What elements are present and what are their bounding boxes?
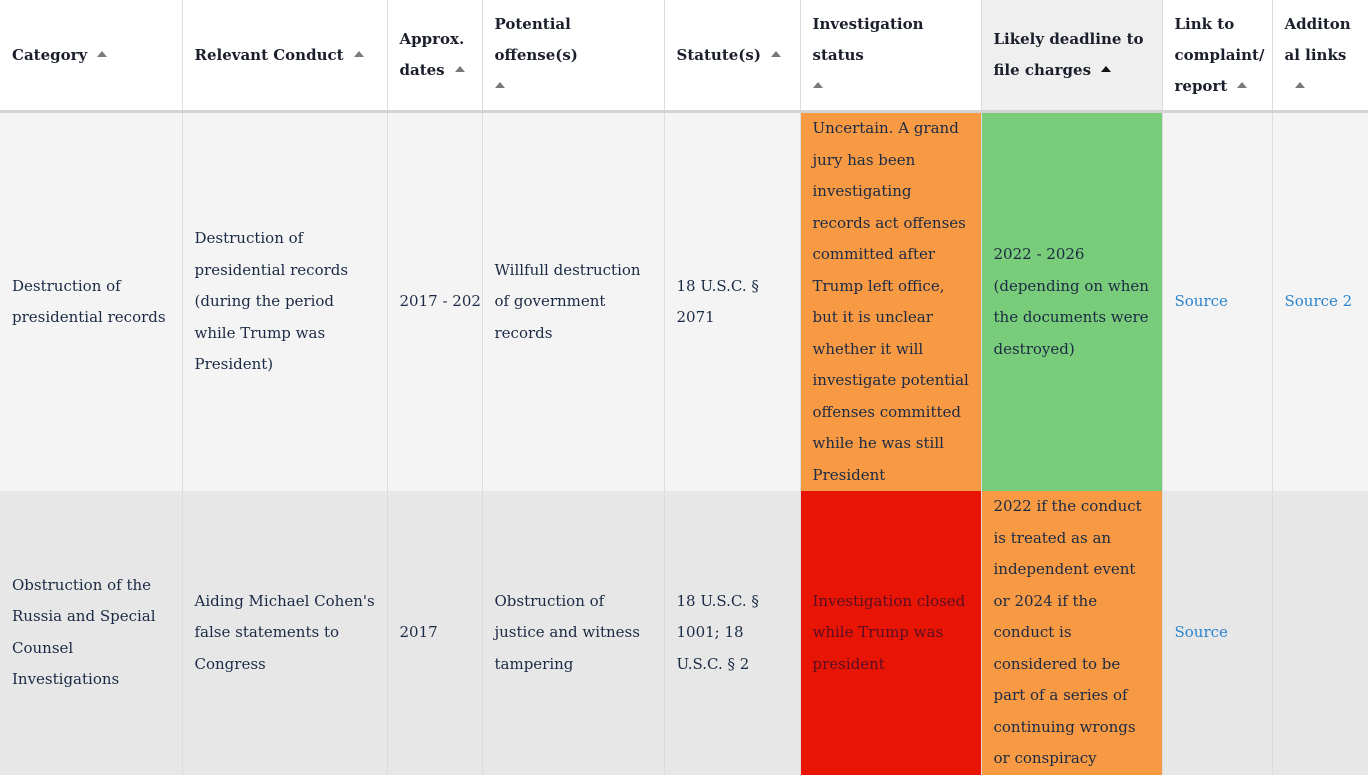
cell-link: Source — [1162, 491, 1273, 775]
header-category[interactable]: Category — [0, 0, 183, 113]
cell-category: Destruction of presidential records — [0, 111, 183, 491]
sort-arrow-icon[interactable] — [812, 81, 823, 88]
table-row: Destruction of presidential records Dest… — [0, 111, 1368, 491]
header-investigation-status[interactable]: Investigation status — [800, 0, 982, 113]
header-link-to-complaint[interactable]: Link to complaint/ report — [1162, 0, 1273, 113]
source-link[interactable]: Source — [1174, 623, 1228, 641]
cell-dates: 2017 — [387, 491, 483, 775]
cell-deadline: 2022 - 2026 (depending on when the docum… — [981, 111, 1163, 491]
deadline-range: 2022 - 2026 — [993, 245, 1085, 263]
sort-arrow-icon[interactable] — [770, 50, 781, 57]
header-row: Category Relevant Conduct Approx. dates … — [0, 0, 1368, 113]
cell-additional: Source 2 — [1272, 111, 1368, 491]
cell-statute: 18 U.S.C. § 1001; 18 U.S.C. § 2 — [664, 491, 801, 775]
table-row: Obstruction of the Russia and Special Co… — [0, 491, 1368, 775]
header-additional-links[interactable]: Additonal links — [1272, 0, 1368, 113]
cell-link: Source — [1162, 111, 1273, 491]
cell-statute: 18 U.S.C. § 2071 — [664, 111, 801, 491]
sort-arrow-icon[interactable] — [1237, 81, 1248, 88]
header-likely-deadline[interactable]: Likely deadline to file charges — [981, 0, 1163, 113]
cell-category: Obstruction of the Russia and Special Co… — [0, 491, 183, 775]
cell-additional — [1272, 491, 1368, 775]
sort-arrow-icon[interactable] — [494, 81, 505, 88]
cell-conduct: Destruction of presidential records (dur… — [182, 111, 388, 491]
sort-arrow-icon[interactable] — [353, 50, 364, 57]
sort-arrow-icon[interactable] — [454, 66, 465, 72]
cell-offense: Willfull destruction of government recor… — [482, 111, 665, 491]
cell-deadline: 2022 if the conduct is treated as an ind… — [981, 491, 1163, 775]
deadline-note: (depending on when the documents were de… — [993, 276, 1149, 358]
source-link[interactable]: Source — [1174, 292, 1228, 311]
cell-dates: 2017 - 2021 — [387, 111, 483, 491]
header-approx-dates[interactable]: Approx. dates — [387, 0, 483, 113]
cell-status: Investigation closed while Trump was pre… — [800, 491, 982, 775]
sort-arrow-icon[interactable] — [1294, 81, 1305, 88]
cell-conduct: Aiding Michael Cohen's false statements … — [182, 491, 388, 775]
sort-arrow-icon[interactable] — [97, 50, 108, 57]
sort-arrow-icon[interactable] — [1101, 66, 1112, 72]
header-relevant-conduct[interactable]: Relevant Conduct — [182, 0, 388, 113]
header-statutes[interactable]: Statute(s) — [664, 0, 801, 113]
cell-status: Uncertain. A grand jury has been investi… — [800, 111, 982, 491]
header-potential-offenses[interactable]: Potential offense(s) — [482, 0, 665, 113]
cell-offense: Obstruction of justice and witness tampe… — [482, 491, 665, 775]
source-2-link[interactable]: Source 2 — [1284, 292, 1353, 311]
